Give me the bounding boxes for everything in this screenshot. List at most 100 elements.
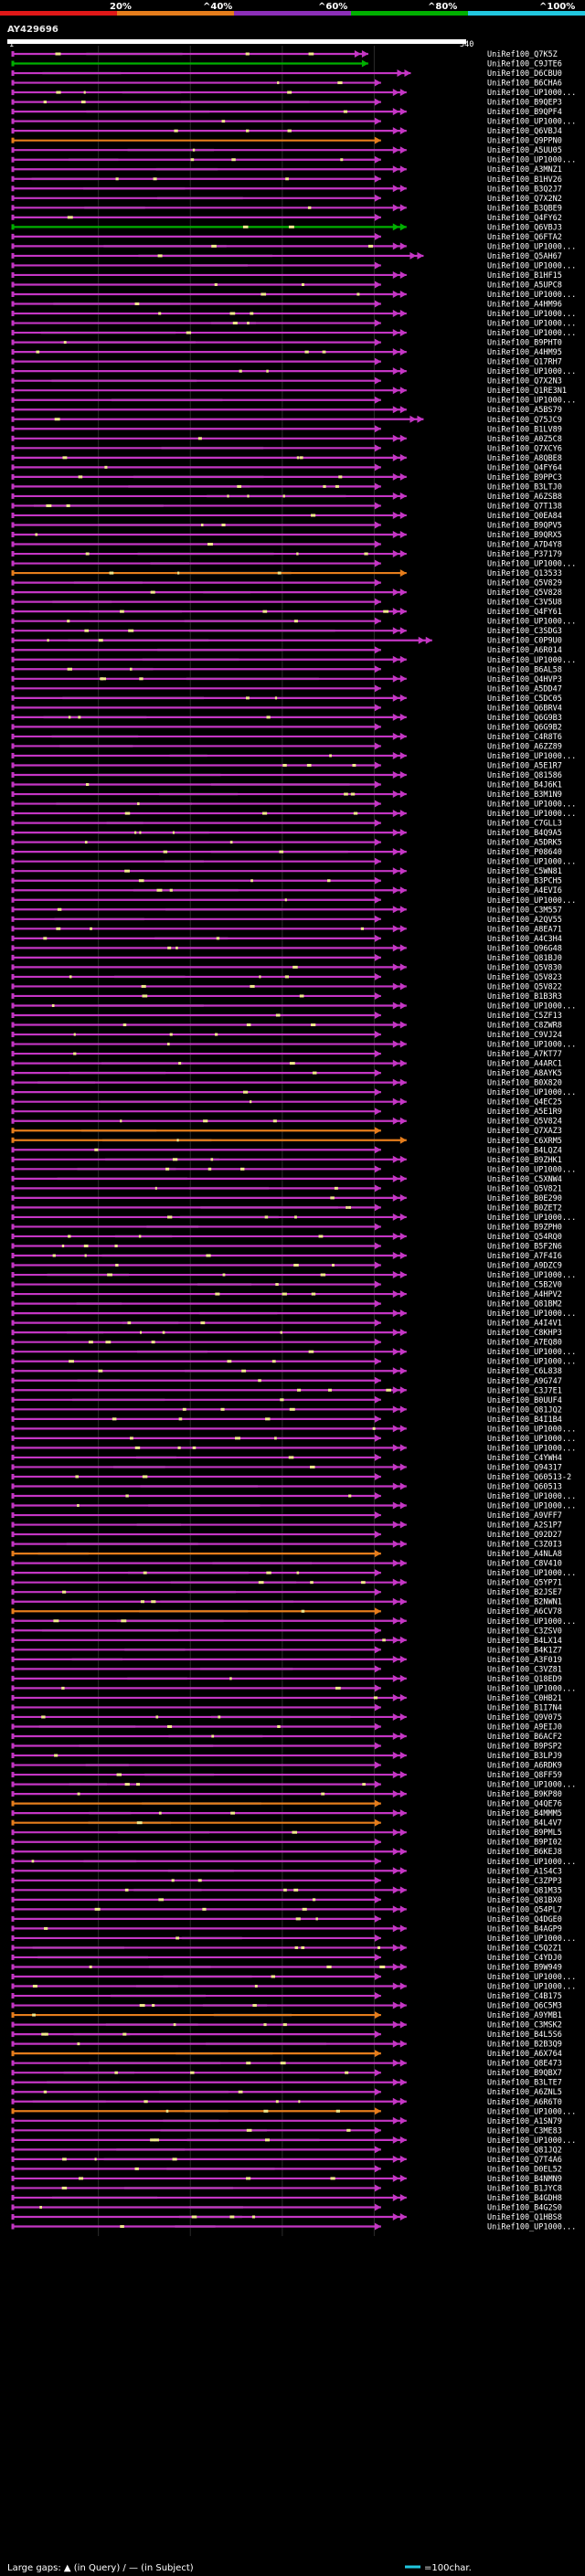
hit-end-arrow xyxy=(392,1271,399,1279)
hit-start-marker xyxy=(11,1849,15,1855)
hit-end-arrow xyxy=(392,1848,399,1856)
query-gap-marker xyxy=(258,1379,261,1383)
hit-label: UniRef100_UP1000... xyxy=(487,1973,576,1982)
hit-start-marker xyxy=(11,1128,15,1134)
hit-end-arrow xyxy=(399,1193,407,1202)
hit-start-marker xyxy=(11,1493,15,1499)
hit-end-arrow xyxy=(399,1617,407,1625)
hit-end-arrow xyxy=(425,636,432,644)
hit-end-arrow xyxy=(392,1367,399,1375)
hit-label: UniRef100_A5BS79 xyxy=(487,406,562,415)
query-gap-marker xyxy=(263,2109,269,2113)
hit-label: UniRef100_B1B3R3 xyxy=(487,992,562,1002)
hit-end-arrow xyxy=(374,1550,381,1558)
hit-label: UniRef100_B1JYC8 xyxy=(487,2184,562,2193)
hit-label: UniRef100_UP1000... xyxy=(487,1041,576,1050)
scale-tick-label: ^80% xyxy=(428,2,457,12)
hit-end-arrow xyxy=(374,1069,381,1077)
hit-end-arrow xyxy=(374,2146,381,2154)
query-gap-marker xyxy=(258,1581,264,1585)
hit-end-arrow xyxy=(374,1338,381,1346)
hit-start-marker xyxy=(11,175,15,182)
hit-start-marker xyxy=(11,1906,15,1913)
hit-end-arrow xyxy=(392,2040,399,2048)
query-gap-marker xyxy=(54,418,60,421)
hit-end-arrow xyxy=(392,387,399,395)
hit-end-arrow xyxy=(399,655,407,663)
hit-end-arrow xyxy=(374,934,381,942)
hit-label: UniRef100_UP1000... xyxy=(487,320,576,329)
hit-end-arrow xyxy=(374,1838,381,1846)
hit-end-arrow xyxy=(399,2001,407,2009)
hit-label: UniRef100_Q1RE3N1 xyxy=(487,387,567,396)
query-gap-marker xyxy=(157,254,163,258)
hit-start-marker xyxy=(11,1819,15,1826)
query-gap-marker xyxy=(134,1446,141,1449)
hit-start-marker xyxy=(11,195,15,201)
query-gap-marker xyxy=(289,1407,295,1411)
query-gap-marker xyxy=(120,610,124,613)
hit-end-arrow xyxy=(392,1521,399,1529)
hit-start-marker xyxy=(11,2136,15,2143)
query-gap-marker xyxy=(282,763,287,767)
scale-segment-orange xyxy=(117,11,234,16)
hit-end-arrow xyxy=(392,511,399,519)
hit-start-marker xyxy=(11,579,15,586)
query-gap-marker xyxy=(109,571,114,575)
hit-start-marker xyxy=(11,80,15,86)
hit-end-arrow xyxy=(392,963,399,971)
query-gap-marker xyxy=(124,1783,130,1786)
hit-label: UniRef100_C3SDG3 xyxy=(487,627,562,636)
hit-label: UniRef100_C4R8T6 xyxy=(487,733,562,742)
hit-start-marker xyxy=(11,1224,15,1230)
query-gap-marker xyxy=(292,965,298,969)
hit-label: UniRef100_UP1000... xyxy=(487,1444,576,1453)
hit-label: UniRef100_A9DZC9 xyxy=(487,1262,562,1271)
query-gap-marker xyxy=(140,1330,143,1334)
hit-label: UniRef100_B4J6K1 xyxy=(487,781,562,790)
hit-end-arrow xyxy=(374,300,381,308)
query-gap-marker xyxy=(360,927,365,930)
hit-label: UniRef100_C8ZWR8 xyxy=(487,1022,562,1031)
hit-label: UniRef100_UP1000... xyxy=(487,367,576,376)
hit-end-arrow xyxy=(392,1867,399,1875)
hit-start-marker xyxy=(11,541,15,547)
query-gap-marker xyxy=(61,2186,68,2189)
hit-start-marker xyxy=(11,1214,15,1220)
hit-end-arrow xyxy=(374,1492,381,1500)
hit-start-marker xyxy=(11,2214,15,2220)
hit-start-marker xyxy=(11,896,15,903)
hit-end-arrow xyxy=(399,550,407,558)
hit-label: UniRef100_UP1000... xyxy=(487,118,576,127)
query-gap-marker xyxy=(294,1215,297,1219)
query-gap-marker xyxy=(83,90,86,94)
hit-end-arrow xyxy=(399,2059,407,2067)
hit-end-arrow xyxy=(392,1309,399,1318)
hit-label: UniRef100_C3ZPP3 xyxy=(487,1877,562,1886)
hit-end-arrow xyxy=(392,1578,399,1586)
hit-end-arrow xyxy=(399,165,407,174)
hit-end-arrow xyxy=(399,185,407,193)
hit-start-marker xyxy=(11,2041,15,2047)
hit-end-arrow xyxy=(374,1165,381,1173)
query-gap-marker xyxy=(265,1417,271,1421)
hit-label: UniRef100_B3LPJ9 xyxy=(487,1752,562,1761)
query-gap-marker xyxy=(186,331,192,334)
hit-start-marker xyxy=(11,205,15,211)
hit-end-arrow xyxy=(374,1761,381,1769)
hit-start-marker xyxy=(11,1753,15,1759)
hit-label: UniRef100_B4I1B4 xyxy=(487,1415,562,1425)
hit-end-arrow xyxy=(374,1012,381,1019)
query-gap-marker xyxy=(220,1407,225,1411)
hit-label: UniRef100_UP1000... xyxy=(487,1617,576,1627)
hit-start-marker xyxy=(11,60,15,67)
hit-end-arrow xyxy=(399,291,407,298)
query-gap-marker xyxy=(47,639,49,642)
hit-end-arrow xyxy=(399,1905,407,1913)
hit-end-arrow xyxy=(392,694,399,702)
hit-start-marker xyxy=(11,1281,15,1288)
hit-end-arrow xyxy=(392,982,399,991)
query-gap-marker xyxy=(39,2205,42,2209)
hit-start-marker xyxy=(11,647,15,653)
hit-label: UniRef100_UP1000... xyxy=(487,1214,576,1223)
